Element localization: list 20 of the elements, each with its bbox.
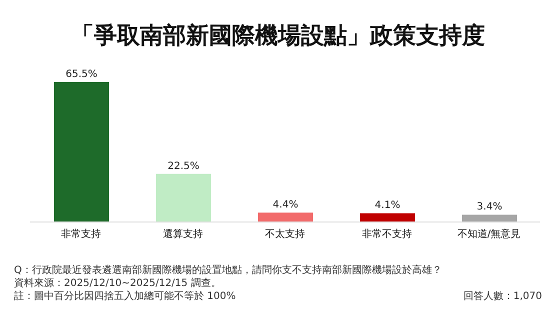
chart-title: 「爭取南部新國際機場設點」政策支持度 bbox=[70, 22, 486, 51]
bar bbox=[54, 82, 109, 222]
bar bbox=[462, 214, 517, 222]
data-label: 65.5% bbox=[66, 69, 98, 80]
text: 註：圖中百分比因四捨五入加總可能不等於 100% bbox=[14, 290, 237, 303]
data-label: 4.4% bbox=[272, 200, 298, 211]
source-note: 資料來源：2025/12/10~2025/12/15 調查。 bbox=[14, 277, 222, 290]
text: 回答人數：1,070 bbox=[463, 290, 542, 303]
data-label: 3.4% bbox=[476, 202, 502, 213]
x-tick-label: 非常不支持 bbox=[362, 228, 412, 240]
bar bbox=[156, 174, 211, 222]
x-tick-label: 不知道/無意見 bbox=[457, 228, 521, 240]
x-tick-label: 還算支持 bbox=[163, 228, 203, 240]
data-label: 22.5% bbox=[168, 160, 200, 172]
x-tick-label: 非常支持 bbox=[61, 228, 101, 240]
bar bbox=[258, 212, 313, 222]
data-label: 4.1% bbox=[374, 200, 400, 212]
bar bbox=[360, 213, 415, 222]
x-tick-label: 不太支持 bbox=[265, 228, 305, 240]
text: Q：行政院最近發表遴選南部新國際機場的設置地點，請問你支不支持南部新國際機場設於高雄？ bbox=[14, 264, 442, 277]
